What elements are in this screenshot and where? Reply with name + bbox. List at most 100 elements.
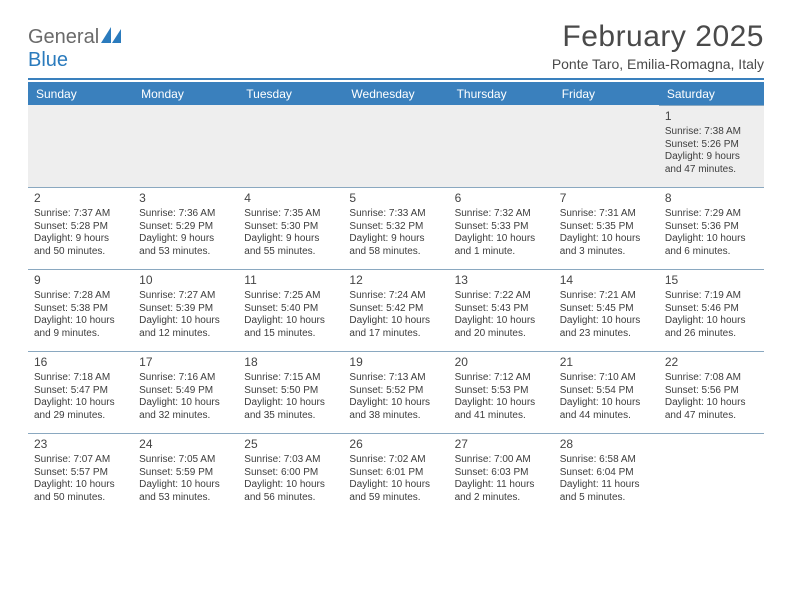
sunset-line: Sunset: 5:29 PM <box>139 221 232 234</box>
calendar-cell: 23Sunrise: 7:07 AMSunset: 5:57 PMDayligh… <box>28 433 133 515</box>
calendar-cell: 5Sunrise: 7:33 AMSunset: 5:32 PMDaylight… <box>343 187 448 269</box>
sunrise-line: Sunrise: 7:02 AM <box>349 454 442 467</box>
daylight-line: Daylight: 10 hours and 53 minutes. <box>139 479 232 504</box>
day-number: 20 <box>455 355 548 370</box>
sunset-line: Sunset: 5:40 PM <box>244 303 337 316</box>
calendar-cell: 6Sunrise: 7:32 AMSunset: 5:33 PMDaylight… <box>449 187 554 269</box>
calendar-cell: 14Sunrise: 7:21 AMSunset: 5:45 PMDayligh… <box>554 269 659 351</box>
divider <box>28 78 764 80</box>
day-number: 2 <box>34 191 127 206</box>
calendar-cell <box>449 105 554 187</box>
daylight-line: Daylight: 10 hours and 50 minutes. <box>34 479 127 504</box>
calendar-cell: 1Sunrise: 7:38 AMSunset: 5:26 PMDaylight… <box>659 105 764 187</box>
day-number: 15 <box>665 273 758 288</box>
day-number: 12 <box>349 273 442 288</box>
calendar-cell: 27Sunrise: 7:00 AMSunset: 6:03 PMDayligh… <box>449 433 554 515</box>
page: General Blue February 2025 Ponte Taro, E… <box>0 0 792 525</box>
daylight-line: Daylight: 10 hours and 38 minutes. <box>349 397 442 422</box>
title-block: February 2025 Ponte Taro, Emilia-Romagna… <box>552 20 764 72</box>
weekday-label: Tuesday <box>238 82 343 105</box>
day-number: 28 <box>560 437 653 452</box>
calendar-cell <box>28 105 133 187</box>
daylight-line: Daylight: 10 hours and 32 minutes. <box>139 397 232 422</box>
daylight-line: Daylight: 11 hours and 2 minutes. <box>455 479 548 504</box>
sunset-line: Sunset: 5:28 PM <box>34 221 127 234</box>
sunset-line: Sunset: 5:50 PM <box>244 385 337 398</box>
daylight-line: Daylight: 10 hours and 56 minutes. <box>244 479 337 504</box>
sunrise-line: Sunrise: 7:27 AM <box>139 290 232 303</box>
calendar-cell <box>133 105 238 187</box>
day-number: 27 <box>455 437 548 452</box>
weekday-label: Monday <box>133 82 238 105</box>
sunset-line: Sunset: 6:04 PM <box>560 467 653 480</box>
logo-part2: Blue <box>28 49 68 71</box>
logo-part1: General <box>28 26 99 48</box>
daylight-line: Daylight: 9 hours and 53 minutes. <box>139 233 232 258</box>
sunset-line: Sunset: 5:54 PM <box>560 385 653 398</box>
calendar-cell: 15Sunrise: 7:19 AMSunset: 5:46 PMDayligh… <box>659 269 764 351</box>
day-number: 23 <box>34 437 127 452</box>
sunset-line: Sunset: 5:32 PM <box>349 221 442 234</box>
sunrise-line: Sunrise: 7:00 AM <box>455 454 548 467</box>
sunset-line: Sunset: 6:00 PM <box>244 467 337 480</box>
weekday-label: Friday <box>554 82 659 105</box>
calendar-cell <box>659 433 764 515</box>
sunrise-line: Sunrise: 6:58 AM <box>560 454 653 467</box>
page-title: February 2025 <box>552 20 764 54</box>
daylight-line: Daylight: 10 hours and 29 minutes. <box>34 397 127 422</box>
weekday-label: Saturday <box>659 82 764 105</box>
sunrise-line: Sunrise: 7:37 AM <box>34 208 127 221</box>
sunset-line: Sunset: 5:52 PM <box>349 385 442 398</box>
sunset-line: Sunset: 5:33 PM <box>455 221 548 234</box>
day-number: 16 <box>34 355 127 370</box>
sunset-line: Sunset: 5:26 PM <box>665 139 758 152</box>
day-number: 9 <box>34 273 127 288</box>
daylight-line: Daylight: 10 hours and 1 minute. <box>455 233 548 258</box>
sunset-line: Sunset: 5:43 PM <box>455 303 548 316</box>
day-number: 21 <box>560 355 653 370</box>
calendar-cell: 17Sunrise: 7:16 AMSunset: 5:49 PMDayligh… <box>133 351 238 433</box>
sunrise-line: Sunrise: 7:28 AM <box>34 290 127 303</box>
day-number: 11 <box>244 273 337 288</box>
sunset-line: Sunset: 5:30 PM <box>244 221 337 234</box>
daylight-line: Daylight: 10 hours and 26 minutes. <box>665 315 758 340</box>
sunset-line: Sunset: 5:53 PM <box>455 385 548 398</box>
sunset-line: Sunset: 5:36 PM <box>665 221 758 234</box>
sunrise-line: Sunrise: 7:32 AM <box>455 208 548 221</box>
daylight-line: Daylight: 10 hours and 59 minutes. <box>349 479 442 504</box>
calendar-cell: 26Sunrise: 7:02 AMSunset: 6:01 PMDayligh… <box>343 433 448 515</box>
calendar-cell: 24Sunrise: 7:05 AMSunset: 5:59 PMDayligh… <box>133 433 238 515</box>
daylight-line: Daylight: 9 hours and 55 minutes. <box>244 233 337 258</box>
daylight-line: Daylight: 10 hours and 41 minutes. <box>455 397 548 422</box>
daylight-line: Daylight: 10 hours and 15 minutes. <box>244 315 337 340</box>
sunrise-line: Sunrise: 7:38 AM <box>665 126 758 139</box>
calendar-cell: 2Sunrise: 7:37 AMSunset: 5:28 PMDaylight… <box>28 187 133 269</box>
calendar-cell: 3Sunrise: 7:36 AMSunset: 5:29 PMDaylight… <box>133 187 238 269</box>
calendar-cell: 16Sunrise: 7:18 AMSunset: 5:47 PMDayligh… <box>28 351 133 433</box>
day-number: 18 <box>244 355 337 370</box>
calendar-cell: 18 Sunrise: 7:15 AMSunset: 5:50 PMDayligh… <box>238 351 343 433</box>
sunrise-line: Sunrise: 7:35 AM <box>244 208 337 221</box>
weekday-label: Wednesday <box>343 82 448 105</box>
sunrise-line: Sunrise: 7:07 AM <box>34 454 127 467</box>
sunrise-line: Sunrise: 7:22 AM <box>455 290 548 303</box>
day-number: 25 <box>244 437 337 452</box>
sunrise-line: Sunrise: 7:16 AM <box>139 372 232 385</box>
daylight-line: Daylight: 10 hours and 35 minutes. <box>244 397 337 422</box>
daylight-line: Daylight: 10 hours and 12 minutes. <box>139 315 232 340</box>
daylight-line: Daylight: 10 hours and 23 minutes. <box>560 315 653 340</box>
daylight-line: Daylight: 10 hours and 3 minutes. <box>560 233 653 258</box>
day-number: 5 <box>349 191 442 206</box>
sunset-line: Sunset: 5:46 PM <box>665 303 758 316</box>
sunrise-line: Sunrise: 7:08 AM <box>665 372 758 385</box>
sunset-line: Sunset: 6:01 PM <box>349 467 442 480</box>
daylight-line: Daylight: 10 hours and 44 minutes. <box>560 397 653 422</box>
sunset-line: Sunset: 5:42 PM <box>349 303 442 316</box>
calendar-cell: 12Sunrise: 7:24 AMSunset: 5:42 PMDayligh… <box>343 269 448 351</box>
calendar-cell <box>554 105 659 187</box>
day-number: 14 <box>560 273 653 288</box>
sunrise-line: Sunrise: 7:15 AM <box>244 372 337 385</box>
day-number: 24 <box>139 437 232 452</box>
day-number: 3 <box>139 191 232 206</box>
sunrise-line: Sunrise: 7:29 AM <box>665 208 758 221</box>
